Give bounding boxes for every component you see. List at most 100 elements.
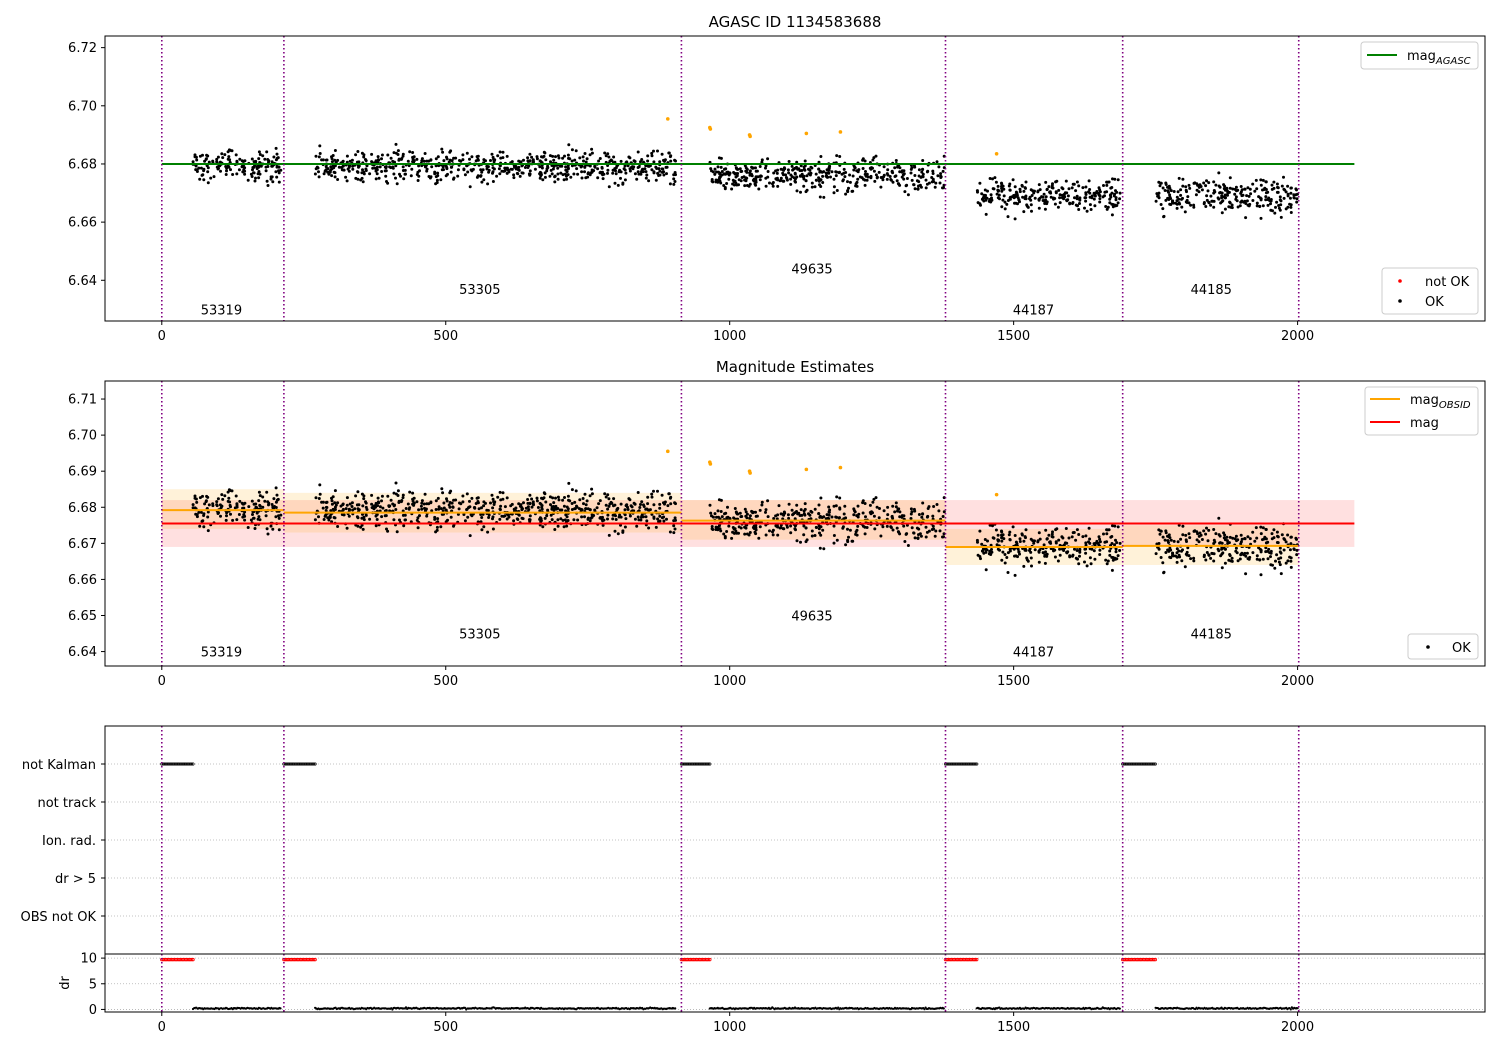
estimates-ok-point [1036, 539, 1040, 543]
estimates-ok-point [1054, 528, 1058, 532]
agasc-ytick-label: 6.68 [68, 157, 97, 172]
estimates-ok-point [1278, 563, 1282, 567]
estimates-ok-point [1090, 547, 1094, 551]
estimates-ok-point [656, 517, 660, 521]
agasc-ok-point [941, 169, 945, 173]
not-kalman-marker [956, 762, 960, 766]
estimates-ok-point [989, 553, 993, 556]
agasc-ok-point [1277, 206, 1281, 210]
agasc-ok-point [1254, 178, 1258, 182]
estimates-ok-point [247, 505, 251, 509]
estimates-ok-point [520, 516, 524, 520]
agasc-ok-point [512, 176, 516, 180]
estimates-ok-point [1109, 535, 1113, 539]
agasc-ok-point [856, 177, 860, 181]
agasc-ok-point [275, 156, 279, 160]
estimates-ok-point [796, 512, 800, 516]
estimates-ok-point [1251, 530, 1255, 534]
agasc-ok-point [1011, 178, 1015, 182]
estimates-ok-point [625, 503, 629, 507]
agasc-ok-point [881, 178, 885, 182]
estimates-ok-point [668, 530, 672, 534]
estimates-ok-point [754, 514, 758, 518]
estimates-ok-point [1259, 525, 1263, 529]
agasc-ok-point [872, 169, 876, 173]
agasc-ok-point [246, 178, 250, 182]
estimates-ok-point [1088, 537, 1092, 541]
agasc-ok-point [851, 174, 855, 178]
estimates-ok-point [1071, 553, 1075, 557]
agasc-ok-point [1084, 196, 1088, 200]
agasc-ok-point [844, 192, 848, 196]
estimates-ok-point [448, 501, 452, 504]
estimates-ok-point [1118, 549, 1122, 552]
agasc-ok-point [266, 184, 270, 187]
estimates-ok-point [593, 508, 597, 512]
estimates-ok-point [257, 499, 261, 503]
agasc-ok-point [1189, 203, 1193, 207]
estimates-ok-point [1048, 540, 1052, 544]
agasc-ok-point [1253, 189, 1257, 193]
not-kalman-marker [306, 762, 310, 766]
agasc-ok-point [1246, 203, 1250, 207]
agasc-ok-point [531, 159, 535, 163]
estimates-ok-point [933, 534, 937, 538]
estimates-ok-point [1200, 538, 1204, 541]
agasc-ok-point [716, 165, 720, 169]
estimates-ok-point [325, 500, 329, 504]
agasc-ok-point [1018, 190, 1022, 194]
estimates-ok-point [991, 536, 995, 540]
estimates-ok-point [821, 528, 825, 532]
estimates-ok-point [437, 505, 441, 509]
agasc-ok-point [894, 159, 898, 162]
agasc-ok-point [912, 183, 916, 187]
agasc-ok-point [399, 157, 403, 161]
agasc-ok-point [779, 176, 783, 180]
agasc-ok-point [435, 181, 439, 185]
estimates-ok-point [575, 504, 578, 508]
estimates-ok-point [1024, 528, 1028, 532]
agasc-ok-point [1278, 195, 1282, 199]
estimates-ok-point [607, 504, 611, 508]
estimates-ok-point [484, 501, 487, 505]
agasc-ok-point [1071, 182, 1075, 186]
agasc-ok-point [1068, 201, 1072, 205]
agasc-ok-point [734, 172, 738, 175]
estimates-ok-point [861, 499, 865, 503]
not-kalman-marker [708, 762, 712, 766]
agasc-ok-point [463, 173, 467, 177]
estimates-ok-point [1041, 551, 1045, 555]
agasc-ok-point [1075, 180, 1079, 184]
estimates-ok-point [792, 512, 796, 516]
estimates-ok-point [553, 506, 557, 510]
estimates-ok-point [618, 513, 622, 517]
agasc-ok-point [337, 165, 341, 169]
agasc-ok-point [535, 157, 539, 161]
estimates-ok-point [1286, 533, 1290, 537]
estimates-ok-point [722, 532, 726, 536]
agasc-ok-point [207, 160, 211, 164]
estimates-ok-point [198, 496, 202, 500]
estimates-ok-point [745, 512, 749, 516]
estimates-ok-point [1088, 541, 1092, 545]
estimates-ok-point [1107, 528, 1111, 532]
agasc-obsid-label: 53305 [459, 283, 500, 298]
estimates-ok-point [321, 506, 325, 510]
estimates-ok-point [396, 494, 400, 497]
agasc-ok-point [785, 177, 789, 180]
not-kalman-marker [946, 762, 950, 766]
estimates-data-legend-box [1407, 633, 1479, 660]
estimates-ok-point [540, 496, 543, 500]
estimates-ok-point [1217, 516, 1221, 520]
agasc-ok-point [1024, 186, 1027, 190]
estimates-ok-point [399, 500, 403, 504]
agasc-ok-point [275, 175, 279, 179]
estimates-ok-point [614, 518, 618, 521]
estimates-ok-point [461, 494, 465, 498]
agasc-ok-point [1075, 197, 1079, 201]
agasc-ok-point [1226, 193, 1229, 197]
agasc-ok-point [1259, 183, 1263, 187]
estimates-ok-point [1255, 554, 1259, 558]
agasc-ok-point [409, 174, 413, 178]
agasc-ok-point [540, 166, 544, 170]
